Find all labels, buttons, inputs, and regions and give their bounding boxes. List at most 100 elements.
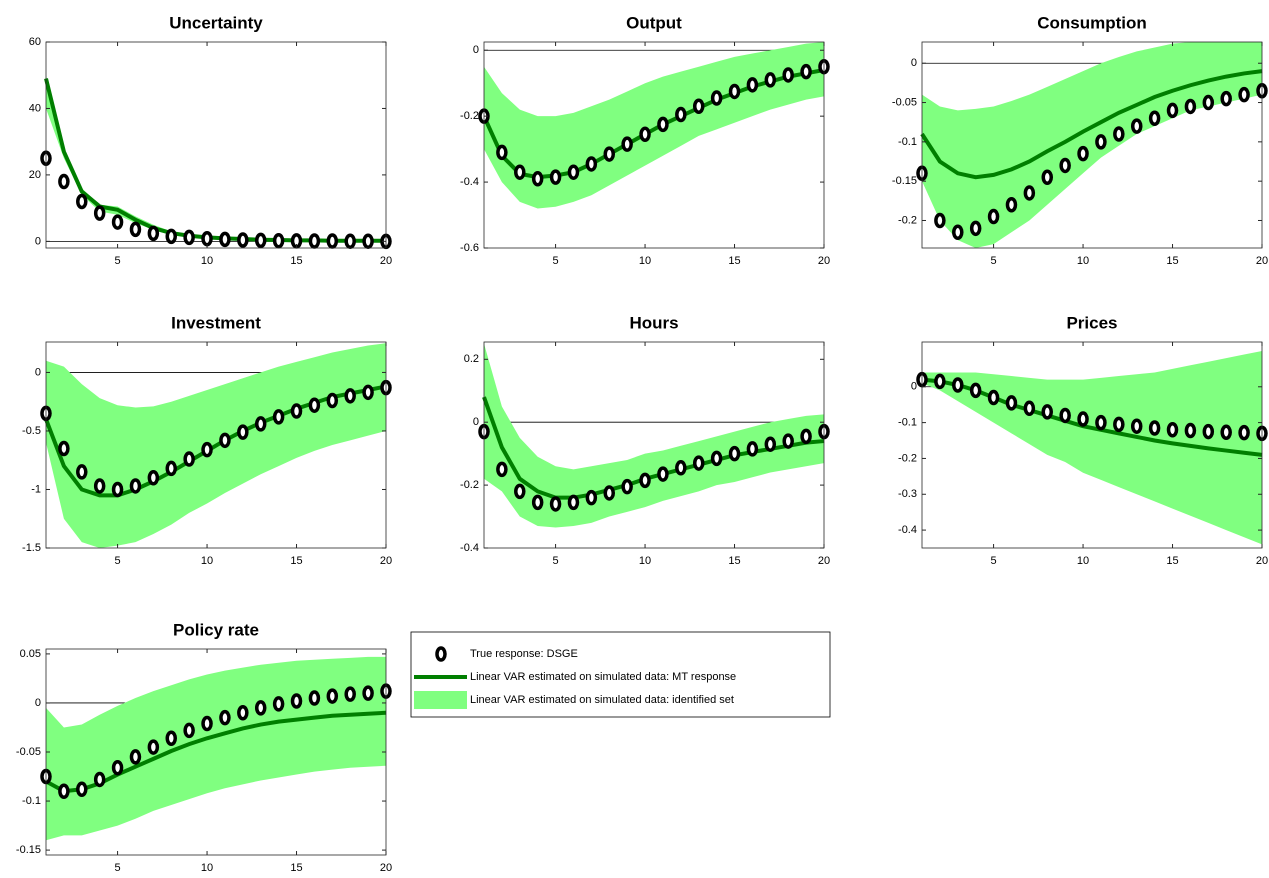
dsge-point	[800, 428, 812, 445]
y-tick-label: -0.4	[460, 542, 479, 554]
dsge-point	[237, 424, 249, 440]
dsge-point	[308, 233, 321, 249]
y-tick-label: -0.1	[22, 795, 41, 807]
identified-set-band	[484, 42, 824, 209]
x-tick-label: 10	[1077, 255, 1089, 267]
dsge-point	[183, 229, 195, 246]
chart-title: Investment	[171, 313, 261, 332]
dsge-point	[1077, 145, 1089, 162]
dsge-point	[254, 700, 267, 716]
x-tick-label: 5	[115, 555, 121, 567]
dsge-point	[1148, 110, 1161, 127]
dsge-point	[219, 709, 231, 726]
dsge-point	[362, 384, 374, 401]
dsge-point	[1059, 157, 1071, 174]
dsge-point	[58, 173, 70, 190]
dsge-point	[675, 460, 687, 476]
dsge-point	[76, 781, 88, 798]
dsge-point	[934, 212, 946, 229]
dsge-point	[585, 489, 598, 506]
dsge-point	[692, 98, 705, 115]
dsge-point	[93, 771, 106, 788]
y-tick-label: -1	[31, 483, 41, 495]
identified-set-band	[484, 343, 824, 528]
dsge-point	[1095, 134, 1107, 150]
x-tick-label: 20	[818, 255, 830, 267]
dsge-point	[987, 208, 1000, 225]
x-tick-label: 10	[201, 862, 213, 874]
dsge-point	[934, 373, 946, 390]
x-tick-label: 10	[201, 255, 213, 267]
dsge-point	[272, 409, 285, 425]
x-tick-label: 10	[201, 555, 213, 567]
dsge-point	[800, 63, 812, 80]
dsge-point	[496, 144, 508, 161]
y-tick-label: -0.15	[892, 175, 917, 187]
x-tick-label: 20	[380, 555, 392, 567]
dsge-point	[1005, 395, 1018, 411]
y-tick-label: -0.05	[16, 746, 41, 758]
dsge-point	[1005, 197, 1018, 213]
dsge-point	[764, 72, 777, 88]
dsge-point	[1041, 404, 1054, 420]
dsge-point	[326, 392, 339, 409]
legend-label: Linear VAR estimated on simulated data: …	[470, 694, 734, 706]
dsge-point	[1059, 407, 1071, 424]
dsge-point	[1130, 418, 1143, 434]
dsge-point	[93, 205, 106, 221]
dsge-point	[657, 116, 669, 133]
dsge-point	[201, 230, 213, 247]
dsge-point	[76, 193, 88, 210]
dsge-point	[93, 478, 106, 494]
dsge-point	[129, 221, 142, 238]
y-tick-label: -0.2	[460, 479, 479, 491]
axes-frame	[921, 341, 1263, 549]
dsge-point	[692, 455, 705, 471]
dsge-point	[549, 169, 562, 185]
legend-label: Linear VAR estimated on simulated data: …	[470, 671, 736, 683]
dsge-point	[237, 705, 249, 721]
y-tick-label: -0.3	[898, 488, 917, 500]
y-tick-label: 0	[35, 366, 41, 378]
y-tick-label: -0.1	[898, 417, 917, 429]
mt-response-line	[920, 69, 1263, 180]
y-tick-label: 0	[473, 44, 479, 56]
dsge-point	[567, 164, 580, 180]
legend-box	[410, 631, 831, 718]
dsge-point	[308, 690, 321, 706]
dsge-point	[764, 436, 777, 452]
dsge-point	[58, 440, 70, 457]
dsge-point	[1023, 400, 1036, 417]
dsge-point	[254, 416, 267, 432]
dsge-point	[147, 225, 160, 242]
dsge-point	[987, 389, 1000, 406]
x-tick-label: 5	[991, 555, 997, 567]
x-tick-label: 5	[115, 255, 121, 267]
dsge-point	[1077, 411, 1089, 427]
chart-title: Uncertainty	[169, 13, 263, 32]
chart-title: Hours	[629, 313, 678, 332]
x-tick-label: 15	[1166, 255, 1178, 267]
dsge-point	[237, 232, 249, 248]
dsge-point	[201, 441, 213, 458]
dsge-point	[344, 233, 356, 249]
dsge-point	[531, 494, 544, 511]
y-tick-label: 60	[29, 36, 41, 48]
x-tick-label: 5	[553, 555, 559, 567]
x-tick-label: 5	[991, 255, 997, 267]
dsge-point	[1238, 86, 1250, 103]
legend-marker	[414, 691, 467, 709]
dsge-point	[58, 783, 70, 799]
x-tick-label: 20	[818, 555, 830, 567]
dsge-point	[1095, 414, 1107, 431]
dsge-point	[531, 171, 544, 187]
dsge-point	[165, 730, 178, 747]
x-tick-label: 5	[115, 862, 121, 874]
chart-title: Policy rate	[173, 620, 259, 639]
x-tick-label: 20	[380, 862, 392, 874]
dsge-point	[657, 466, 669, 482]
x-tick-label: 20	[380, 255, 392, 267]
axes-frame	[483, 341, 825, 549]
x-tick-label: 15	[290, 555, 302, 567]
